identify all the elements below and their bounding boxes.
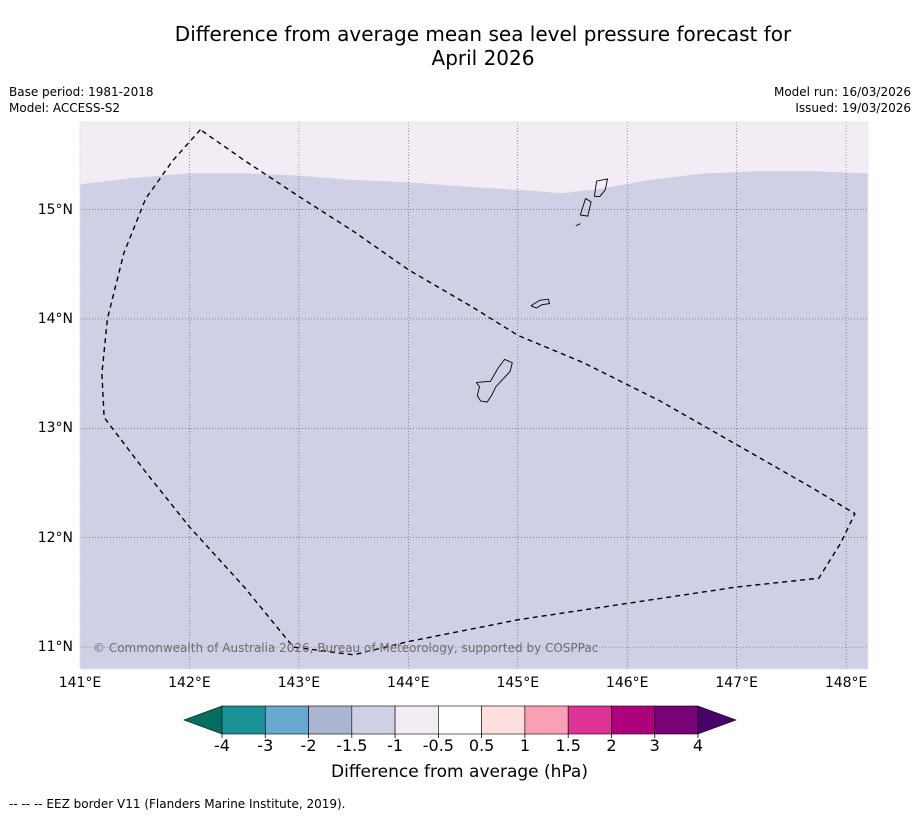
colorbar-tick-label: 1 <box>519 736 530 755</box>
colorbar-tick-label: 3 <box>649 736 660 755</box>
colorbar-bin <box>351 705 396 735</box>
meta-left: Base period: 1981-2018 Model: ACCESS-S2 <box>9 84 154 116</box>
colorbar-bin <box>394 705 439 735</box>
colorbar-bin <box>654 705 699 735</box>
lon-tick-label: 142°E <box>168 675 211 691</box>
colorbar-bin <box>611 705 656 735</box>
lon-tick-label: 144°E <box>387 675 430 691</box>
colorbar-bin <box>567 705 612 735</box>
colorbar-tick-label: -0.5 <box>422 736 454 755</box>
lat-tick-label: 15°N <box>37 201 73 218</box>
island-tinian <box>579 197 592 217</box>
colorbar-bin <box>264 705 309 735</box>
colorbar-bin <box>308 705 353 735</box>
colorbar-tick-label: -1 <box>387 736 404 755</box>
gridlines <box>79 122 868 669</box>
colorbar-tick-label: -2 <box>300 736 317 755</box>
colorbar-bin <box>524 705 569 735</box>
lon-tick-label: 147°E <box>715 675 758 691</box>
colorbar-bin <box>221 705 266 735</box>
colorbar-tick-label: 1.5 <box>555 736 581 755</box>
colorbar-tick-label: -3 <box>257 736 274 755</box>
colorbar-bin <box>438 705 482 735</box>
island-guam <box>475 358 513 403</box>
lon-tick-label: 146°E <box>605 675 649 691</box>
copyright-notice: © Commonwealth of Australia 2026, Bureau… <box>93 641 599 655</box>
lon-tick-label: 143°E <box>277 675 321 691</box>
island-rota <box>530 298 551 309</box>
eez-footnote: -- -- -- EEZ border V11 (Flanders Marine… <box>9 797 346 811</box>
lat-tick-label: 13°N <box>37 420 73 437</box>
colorbar-under-extension <box>183 705 223 735</box>
colorbar-label: Difference from average (hPa) <box>331 762 588 782</box>
colorbar-tick-label: -1.5 <box>336 736 368 755</box>
chart-title: Difference from average mean sea level p… <box>0 22 919 70</box>
lat-tick-label: 12°N <box>37 529 73 546</box>
colorbar-tick-label: 2 <box>606 736 617 755</box>
map-frame <box>79 121 869 670</box>
lon-tick-label: 148°E <box>824 675 868 691</box>
island-saipan <box>593 178 609 197</box>
island-aguijan <box>575 223 581 227</box>
model-text: Model: ACCESS-S2 <box>9 101 121 115</box>
colorbar-tick-label: 4 <box>692 736 704 755</box>
colorbar-over-extension <box>697 705 737 735</box>
model-run-text: Model run: 16/03/2026 <box>773 85 911 99</box>
lat-tick-label: 11°N <box>37 639 73 656</box>
colorbar-tick-label: -4 <box>214 736 230 755</box>
issued-text: Issued: 19/03/2026 <box>795 101 911 115</box>
base-period-text: Base period: 1981-2018 <box>9 85 154 99</box>
colorbar <box>183 705 737 738</box>
main-field-region <box>80 171 868 669</box>
title-line-2: April 2026 <box>431 46 535 70</box>
lon-tick-label: 141°E <box>58 675 102 691</box>
lat-tick-label: 14°N <box>37 310 73 327</box>
title-line-1: Difference from average mean sea level p… <box>174 22 792 46</box>
lon-tick-label: 145°E <box>496 675 540 691</box>
colorbar-bin <box>481 705 526 735</box>
colorbar-tick-label: 0.5 <box>468 736 495 755</box>
islands <box>475 178 609 403</box>
meta-right: Model run: 16/03/2026 Issued: 19/03/2026 <box>774 84 911 116</box>
